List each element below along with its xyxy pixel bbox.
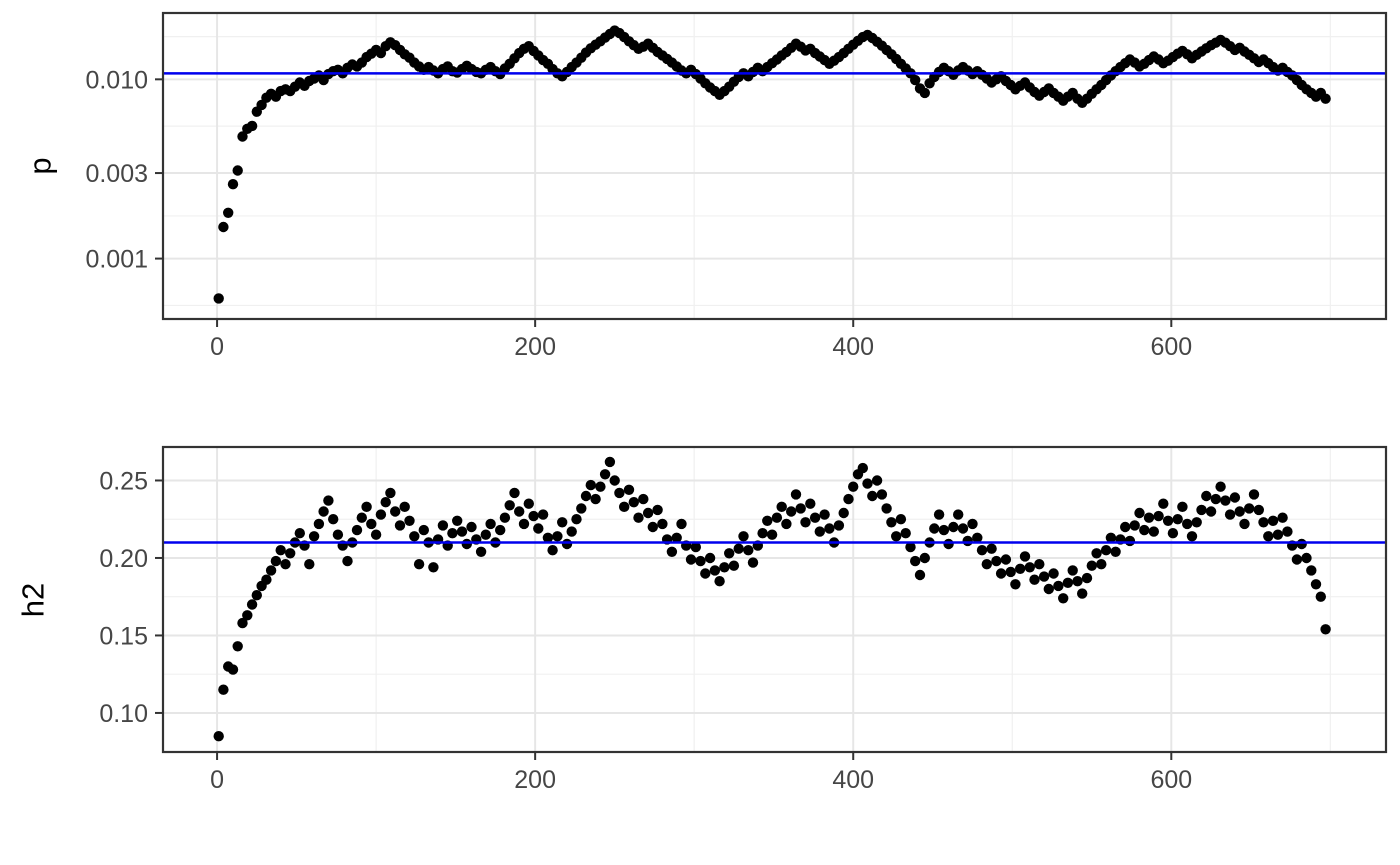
x-tick-label: 600: [1150, 333, 1192, 361]
x-tick-label: 400: [832, 333, 874, 361]
y-tick-label: 0.001: [85, 246, 148, 274]
x-tick-label: 600: [1150, 766, 1192, 794]
panel-p: 0 200 400 600 0.010 0.003 0.001: [85, 11, 1388, 361]
panel-h2: 0 200 400 600 0.25 0.20 0.15 0.10: [99, 445, 1388, 794]
y-tick-label: 0.20: [99, 545, 148, 573]
scatter-points-h2: [213, 456, 1331, 742]
axis-ticks-h2: 0 200 400 600 0.25 0.20 0.15 0.10: [99, 467, 1192, 794]
y-tick-label: 0.10: [99, 700, 148, 728]
x-tick-label: 200: [514, 333, 556, 361]
major-gridlines-h2: [163, 447, 1386, 752]
y-tick-label: 0.25: [99, 467, 148, 495]
x-tick-label: 0: [210, 333, 224, 361]
panel-background-h2: [163, 447, 1386, 752]
x-tick-label: 400: [832, 766, 874, 794]
panel-border-p: [161, 11, 1388, 321]
minor-gridlines-p: [163, 13, 1386, 319]
y-tick-label: 0.010: [85, 66, 148, 94]
axis-ticks-p: 0 200 400 600 0.010 0.003 0.001: [85, 66, 1192, 361]
panel-border-h2: [161, 445, 1388, 754]
y-tick-label: 0.003: [85, 160, 148, 188]
major-gridlines-p: [163, 13, 1386, 319]
x-tick-label: 200: [514, 766, 556, 794]
x-tick-label: 0: [210, 766, 224, 794]
y-tick-label: 0.15: [99, 622, 148, 650]
scatter-points-p: [213, 25, 1331, 304]
